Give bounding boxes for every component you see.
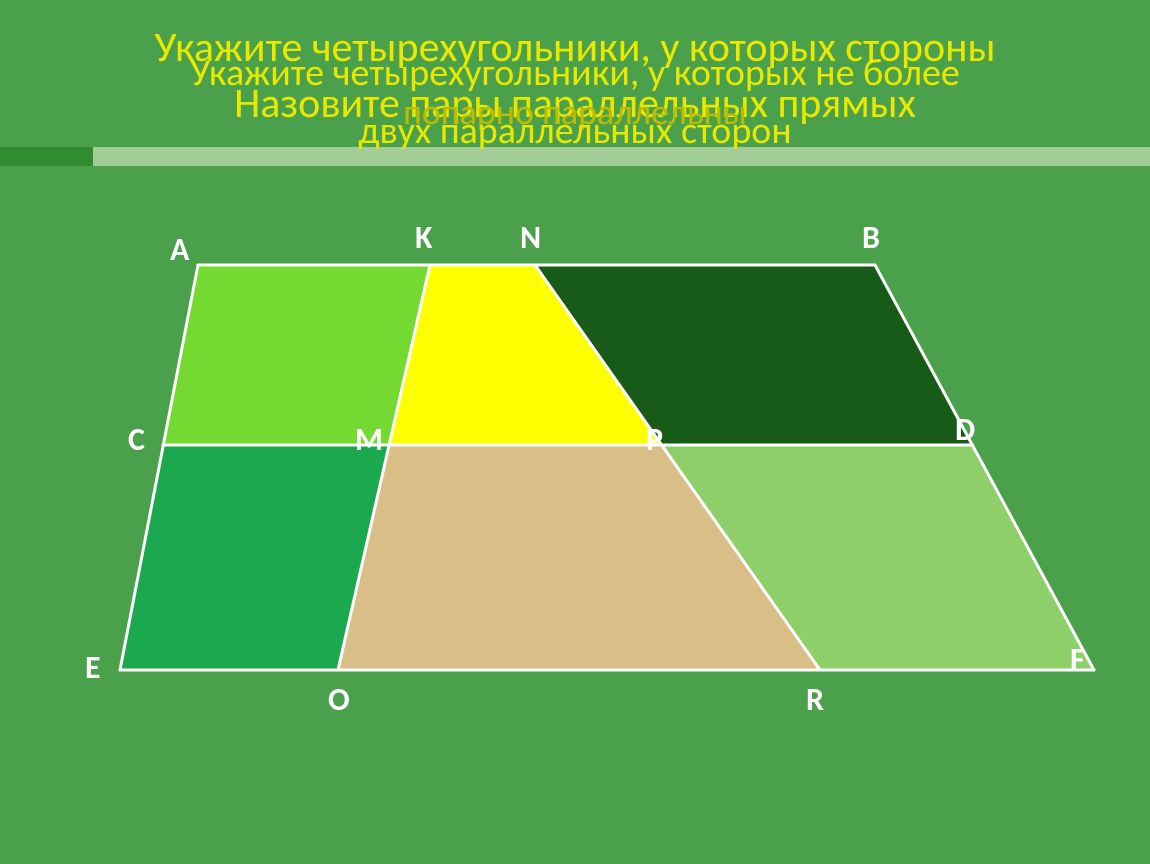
vertex-label-B: B: [862, 218, 880, 257]
vertex-label-K: K: [415, 218, 433, 257]
vertex-label-F: F: [1070, 640, 1085, 679]
region-AKMС: [163, 265, 430, 445]
vertex-label-P: P: [646, 420, 663, 459]
geometry-diagram: [0, 0, 1150, 864]
vertex-label-O: O: [328, 680, 350, 719]
vertex-label-R: R: [806, 680, 824, 719]
vertex-label-N: N: [520, 218, 541, 257]
vertex-label-M: M: [355, 420, 383, 459]
vertex-label-A: A: [170, 230, 189, 269]
vertex-label-D: D: [955, 410, 975, 449]
vertex-label-E: E: [85, 648, 101, 687]
vertex-label-C: C: [128, 420, 145, 459]
